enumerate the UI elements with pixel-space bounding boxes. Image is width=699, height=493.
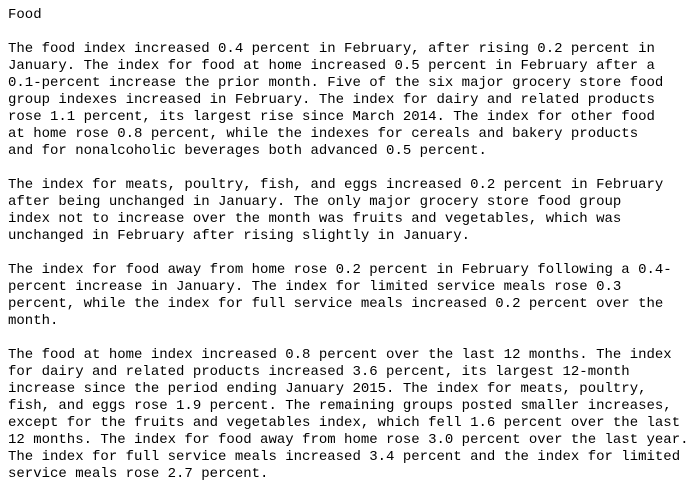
- section-title: Food: [8, 7, 42, 23]
- paragraph-food-index-february: The food index increased 0.4 percent in …: [8, 41, 664, 159]
- paragraph-food-at-home-12-months: The food at home index increased 0.8 per…: [8, 347, 689, 482]
- paragraph-meats-poultry-fish-eggs: The index for meats, poultry, fish, and …: [8, 177, 664, 244]
- paragraph-food-away-from-home: The index for food away from home rose 0…: [8, 262, 672, 329]
